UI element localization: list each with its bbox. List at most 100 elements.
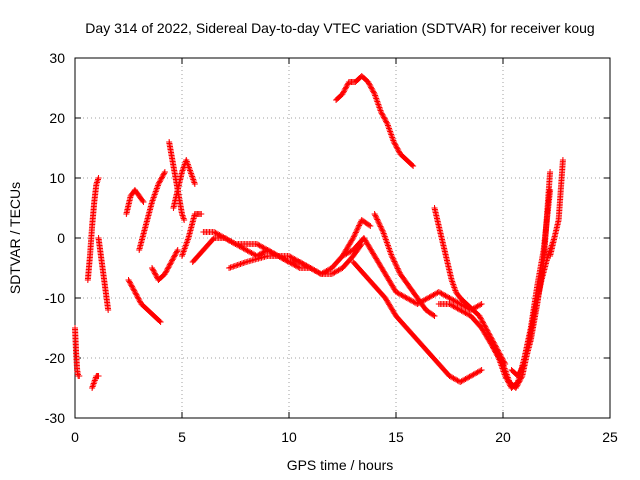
series-track-r	[371, 211, 438, 319]
data-point	[354, 226, 361, 233]
data-point	[163, 268, 170, 275]
data-point	[430, 312, 437, 319]
series-track-b	[84, 175, 102, 283]
data-point	[126, 279, 133, 286]
series-track-f	[125, 277, 164, 325]
data-point	[378, 109, 385, 115]
y-tick-label: 30	[49, 50, 65, 66]
data-point	[131, 287, 138, 294]
data-point	[383, 118, 390, 125]
data-point	[373, 215, 380, 222]
data-point	[502, 373, 509, 379]
data-point	[374, 216, 381, 223]
data-point	[156, 179, 163, 186]
data-point	[126, 278, 133, 285]
data-point	[365, 79, 372, 85]
data-point	[516, 370, 523, 377]
data-point	[519, 363, 526, 370]
data-point	[295, 264, 302, 271]
data-point	[158, 175, 165, 182]
data-point	[231, 240, 238, 247]
data-points	[72, 73, 566, 391]
data-point	[380, 114, 387, 121]
x-tick-label: 15	[388, 429, 404, 445]
data-point	[129, 283, 136, 290]
data-point	[379, 111, 386, 118]
data-point	[95, 373, 102, 379]
data-point	[191, 181, 198, 187]
data-point	[349, 236, 356, 243]
data-point	[490, 345, 497, 352]
data-point	[352, 230, 359, 237]
data-point	[381, 115, 388, 122]
data-point	[353, 228, 360, 235]
y-tick-label: -30	[45, 410, 65, 426]
y-tick-label: 10	[49, 170, 65, 186]
data-point	[136, 297, 143, 303]
axis-ticks	[74, 57, 611, 419]
data-point	[340, 89, 347, 96]
data-point	[372, 213, 379, 220]
data-point	[356, 222, 363, 229]
data-point	[180, 214, 187, 220]
series-track-p	[350, 259, 485, 385]
data-point	[371, 211, 378, 217]
data-point	[477, 301, 484, 308]
data-point	[506, 381, 513, 387]
data-point	[139, 197, 146, 204]
y-tick-label: 20	[49, 110, 65, 126]
data-point	[491, 347, 498, 353]
data-point	[339, 91, 346, 97]
data-point	[395, 266, 402, 273]
data-point	[377, 223, 384, 230]
data-point	[306, 264, 313, 271]
series-track-g	[136, 169, 168, 253]
data-point	[431, 313, 438, 319]
grid-lines	[75, 58, 610, 418]
x-tick-label: 25	[602, 429, 618, 445]
data-point	[369, 87, 376, 93]
data-point	[505, 379, 512, 386]
data-point	[156, 178, 163, 185]
data-point	[378, 110, 385, 117]
data-point	[375, 219, 382, 226]
data-point	[171, 252, 178, 259]
series-track-o	[333, 73, 417, 169]
series-track-d	[95, 235, 112, 313]
series-track-v	[508, 169, 554, 379]
data-point	[517, 369, 524, 375]
data-point	[389, 254, 396, 261]
data-point	[341, 87, 348, 93]
data-point	[367, 83, 374, 89]
data-point	[409, 162, 416, 168]
data-point	[95, 175, 102, 181]
data-point	[547, 169, 554, 175]
data-point	[476, 313, 483, 319]
data-point	[129, 285, 136, 291]
data-point	[162, 269, 169, 276]
data-point	[559, 157, 566, 163]
data-point	[149, 266, 156, 273]
data-point	[390, 139, 397, 145]
data-point	[478, 301, 485, 307]
data-point	[366, 222, 373, 229]
data-point	[350, 233, 357, 240]
data-point	[130, 286, 137, 293]
series-track-u	[489, 187, 554, 391]
data-point	[340, 88, 347, 95]
data-point	[518, 366, 525, 373]
data-point	[392, 259, 399, 266]
data-point	[480, 321, 487, 327]
data-point	[76, 373, 83, 379]
data-point	[390, 257, 397, 264]
data-point	[391, 140, 398, 147]
data-point	[159, 174, 166, 181]
data-point	[131, 289, 138, 295]
data-point	[210, 236, 217, 243]
data-point	[391, 258, 398, 265]
data-point	[395, 147, 402, 153]
x-tick-labels: 0 5 10 15 20 25	[71, 429, 618, 445]
series-track-n	[226, 253, 314, 271]
data-point	[492, 349, 499, 356]
data-point	[388, 253, 395, 259]
